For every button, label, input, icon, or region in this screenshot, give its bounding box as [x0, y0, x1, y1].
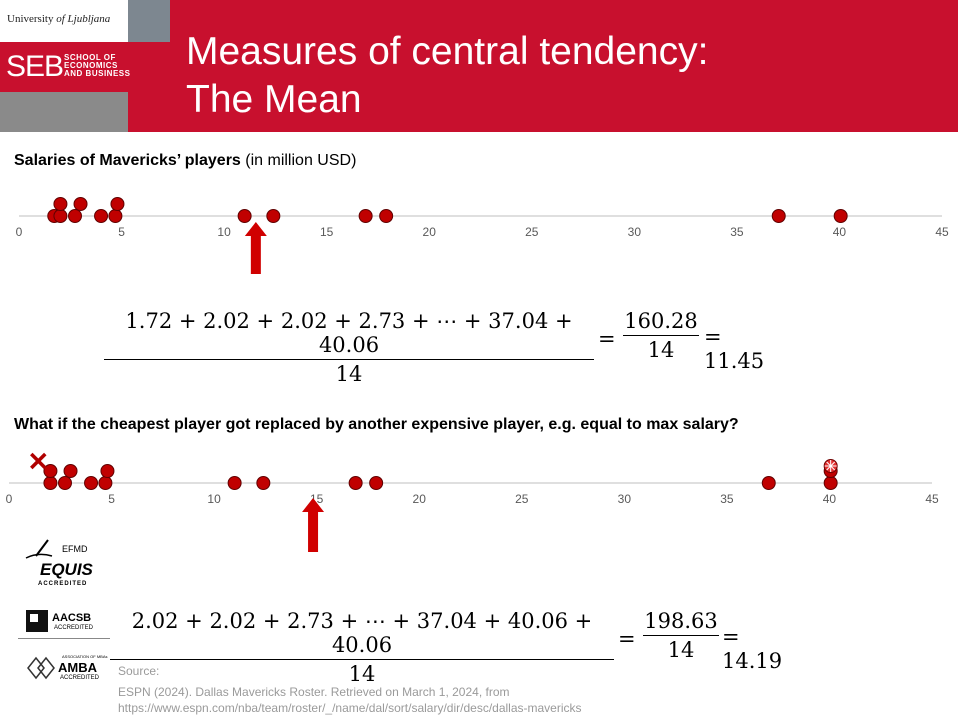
page-title: Measures of central tendency: The Mean	[186, 30, 709, 121]
formula1-result: = 11.45	[704, 325, 765, 373]
amba-mark-icon	[27, 656, 55, 680]
aacsb-logo: AACSB ACCREDITED	[18, 600, 110, 640]
tick-label: 10	[217, 225, 231, 239]
data-point	[63, 464, 78, 478]
data-point	[43, 464, 58, 478]
source-url[interactable]: https://www.espn.com/nba/team/roster/_/n…	[118, 701, 582, 715]
tick-label: 0	[6, 492, 13, 506]
formula1-fraction: 1.72 + 2.02 + 2.02 + 2.73 + ⋯ + 37.04 + …	[104, 309, 594, 386]
data-point	[237, 209, 252, 223]
data-point	[379, 209, 394, 223]
section1-heading: Salaries of Mavericks’ players (in milli…	[14, 152, 357, 169]
school-logo	[0, 42, 128, 92]
data-point	[53, 197, 68, 211]
data-point	[84, 476, 99, 490]
data-point	[358, 209, 373, 223]
equis-logo: EFMD EQUIS ACCREDITED	[18, 538, 100, 594]
tick-label: 25	[525, 225, 539, 239]
tick-label: 5	[108, 492, 115, 506]
data-point	[348, 476, 363, 490]
tick-label: 35	[730, 225, 744, 239]
formula2-fraction: 2.02 + 2.02 + 2.73 + ⋯ + 37.04 + 40.06 +…	[110, 609, 614, 686]
school-abbr: SEB	[6, 50, 64, 83]
decorative-tile	[0, 92, 128, 132]
removed-point-x-icon	[30, 452, 47, 470]
formula2-result: = 14.19	[722, 625, 783, 673]
data-point	[761, 476, 776, 490]
decorative-strip	[128, 0, 170, 42]
source-label: Source:	[118, 664, 160, 678]
tick-label: 40	[833, 225, 847, 239]
data-point	[57, 476, 72, 490]
data-point	[100, 464, 115, 478]
data-point	[771, 209, 786, 223]
replaced-salary-dot-plot: 0 5 10 15 20 25 30 35 40 45	[6, 452, 939, 552]
tick-label: 40	[823, 492, 837, 506]
data-point	[94, 209, 109, 223]
tick-label: 10	[207, 492, 221, 506]
tick-label: 35	[720, 492, 734, 506]
data-point	[73, 197, 88, 211]
section2-heading: What if the cheapest player got replaced…	[14, 416, 739, 433]
formula2-equals: =	[618, 627, 636, 651]
amba-logo: ASSOCIATION OF MBAs AMBA ACCREDITED	[22, 652, 112, 692]
tick-label: 20	[413, 492, 427, 506]
data-point	[110, 197, 125, 211]
data-point	[108, 209, 123, 223]
data-point	[266, 209, 281, 223]
data-point	[227, 476, 242, 490]
formula2-fraction2: 198.63 14	[643, 609, 719, 662]
data-point	[43, 476, 58, 490]
data-point	[823, 476, 838, 490]
data-point	[53, 209, 68, 223]
tick-label: 25	[515, 492, 529, 506]
source-citation: ESPN (2024). Dallas Mavericks Roster. Re…	[118, 685, 510, 699]
data-point	[98, 476, 113, 490]
data-point	[369, 476, 384, 490]
mean-arrow-icon	[244, 222, 267, 274]
data-point	[67, 209, 82, 223]
tick-label: 0	[16, 225, 23, 239]
salary-dot-plot: 0 5 10 15 20 25 30 35 40 45	[16, 197, 949, 274]
tick-label: 30	[618, 492, 632, 506]
tick-label: 45	[935, 225, 949, 239]
formula1-fraction2: 160.28 14	[623, 309, 699, 362]
school-name: SCHOOL OF ECONOMICS AND BUSINESS	[64, 53, 131, 78]
mean-arrow-icon	[302, 498, 325, 552]
tick-label: 5	[118, 225, 125, 239]
tick-label: 45	[925, 492, 939, 506]
tick-label: 15	[320, 225, 334, 239]
basketball-icon	[823, 459, 838, 473]
tick-label: 30	[628, 225, 642, 239]
formula1-equals: =	[598, 327, 616, 351]
data-point	[833, 209, 848, 223]
data-point	[256, 476, 271, 490]
university-name: University of Ljubljana	[7, 13, 111, 25]
tick-label: 20	[423, 225, 437, 239]
